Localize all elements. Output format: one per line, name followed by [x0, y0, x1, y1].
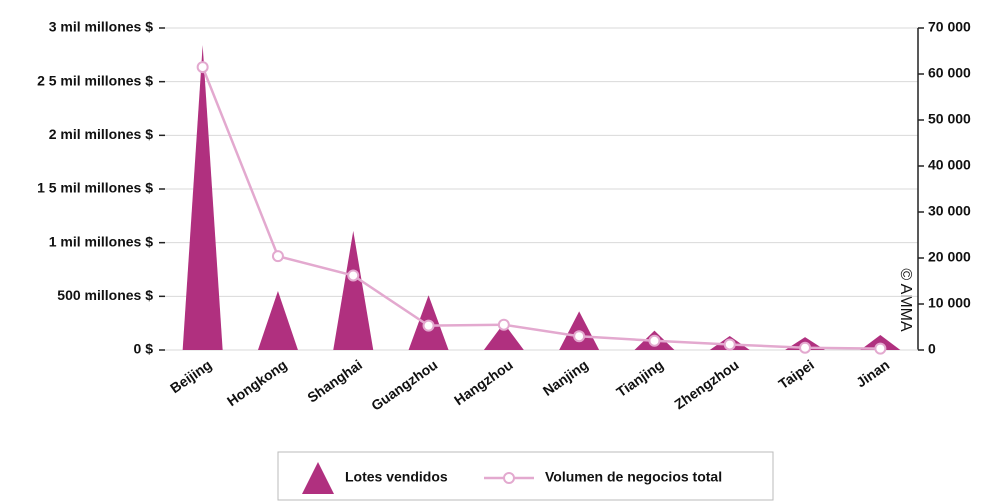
line	[201, 66, 881, 350]
x-tick-label: Beijing	[167, 356, 214, 396]
line-marker	[573, 330, 586, 343]
legend-box	[277, 451, 774, 501]
y2-tick-label: 50 000	[928, 111, 971, 127]
triangle-bar	[333, 230, 374, 350]
x-tick-label: Shanghai	[304, 356, 365, 405]
y-tick-label: 2 5 mil millones $	[37, 72, 153, 88]
triangle-bar	[257, 290, 298, 350]
line-marker	[196, 61, 209, 74]
line-marker	[874, 342, 887, 355]
x-tick-label: Hongkong	[224, 356, 290, 409]
legend-label: Lotes vendidos	[345, 469, 448, 485]
legend-swatch	[302, 462, 334, 494]
copyright: © AMMA	[897, 268, 914, 332]
triangle-bar	[182, 45, 223, 350]
y-tick-label: 500 millones $	[57, 287, 153, 303]
line-marker	[422, 319, 435, 332]
line-marker	[271, 250, 284, 263]
y2-tick-label: 70 000	[928, 19, 971, 35]
line-marker	[648, 334, 661, 347]
x-tick-label: Tianjing	[613, 356, 666, 400]
y-tick-label: 2 mil millones $	[49, 126, 153, 142]
legend-swatch	[503, 472, 515, 484]
y-tick-label: 1 mil millones $	[49, 233, 153, 249]
y-tick-label: 0 $	[134, 341, 154, 357]
x-tick-label: Nanjing	[540, 356, 591, 399]
y2-tick-label: 30 000	[928, 203, 971, 219]
line-marker	[347, 269, 360, 282]
triangle-bar	[483, 323, 524, 350]
y-tick-label: 3 mil millones $	[49, 19, 153, 35]
line-marker	[723, 338, 736, 351]
y-tick-label: 1 5 mil millones $	[37, 180, 153, 196]
legend-label: Volumen de negocios total	[545, 469, 722, 485]
line-marker	[799, 341, 812, 354]
line-marker	[497, 318, 510, 331]
triangle-bar	[860, 334, 901, 350]
y2-tick-label: 10 000	[928, 295, 971, 311]
y2-tick-label: 20 000	[928, 249, 971, 265]
x-tick-label: Zhengzhou	[671, 356, 741, 412]
x-tick-label: Hangzhou	[451, 356, 516, 408]
x-tick-label: Jinan	[853, 356, 892, 390]
y2-tick-label: 40 000	[928, 157, 971, 173]
y2-tick-label: 0	[928, 341, 936, 357]
x-tick-label: Taipei	[775, 356, 816, 392]
y2-tick-label: 60 000	[928, 65, 971, 81]
x-tick-label: Guangzhou	[368, 356, 440, 413]
